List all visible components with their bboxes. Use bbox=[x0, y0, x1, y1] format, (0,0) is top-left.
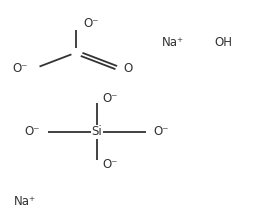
Text: O: O bbox=[123, 62, 132, 75]
Text: Na⁺: Na⁺ bbox=[161, 36, 183, 49]
Text: O⁻: O⁻ bbox=[153, 125, 169, 138]
Text: Na⁺: Na⁺ bbox=[14, 195, 36, 208]
Text: O⁻: O⁻ bbox=[12, 62, 28, 75]
Text: O⁻: O⁻ bbox=[83, 17, 98, 30]
Text: OH: OH bbox=[213, 36, 231, 49]
Text: O⁻: O⁻ bbox=[102, 158, 118, 171]
Text: Si: Si bbox=[91, 125, 102, 138]
Text: O⁻: O⁻ bbox=[102, 92, 118, 105]
Text: O⁻: O⁻ bbox=[24, 125, 39, 138]
